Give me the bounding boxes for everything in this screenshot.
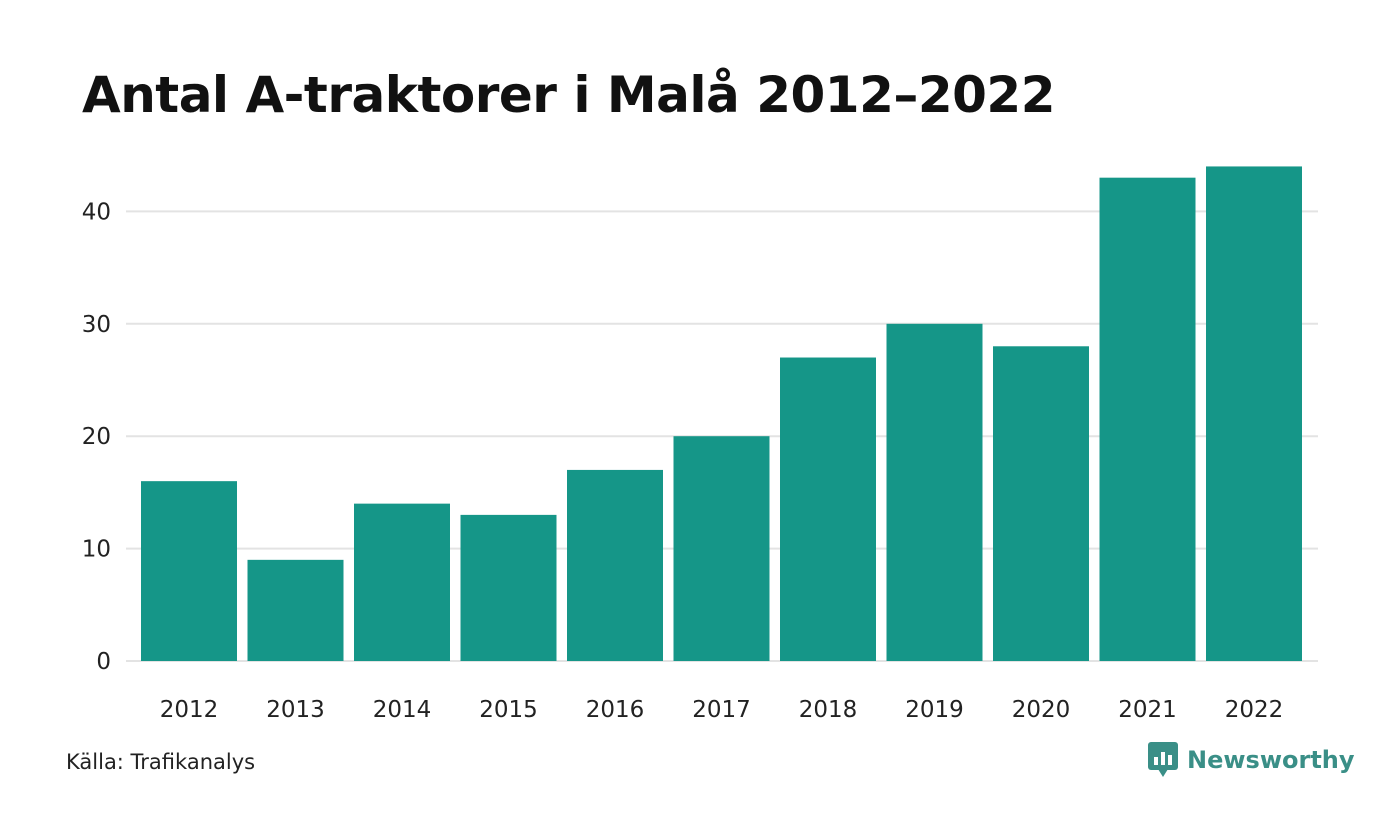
bar-2016 [567,469,663,661]
bar-2021 [1099,177,1196,661]
x-axis-tick-labels: 2012 2013 2014 2015 2016 2017 2018 2019 2020 2021… [160,697,1284,723]
y-axis-tick-labels: 0 10 20 30 40 [82,199,111,675]
y-tick-label: 0 [96,649,111,675]
x-tick-label: 2020 [1012,697,1071,723]
source-note: Källa: Trafikanalys [66,750,256,774]
x-tick-label: 2015 [479,697,538,723]
bar-2013 [247,559,344,661]
bar-2015 [460,514,557,661]
brand-name: Newsworthy [1187,746,1355,774]
bar-2022 [1206,166,1302,661]
y-tick-label: 20 [82,424,111,450]
bars [141,166,1302,661]
bar-2014 [354,503,450,661]
x-tick-label: 2018 [799,697,858,723]
x-tick-label: 2016 [586,697,645,723]
x-tick-label: 2017 [692,697,751,723]
bar-2019 [886,323,983,661]
bar-2017 [673,436,770,661]
bar-2020 [993,346,1089,661]
y-tick-label: 10 [82,537,111,563]
x-tick-label: 2013 [266,697,325,723]
bar-2012 [141,481,237,661]
newsworthy-icon [1148,742,1178,777]
x-tick-label: 2012 [160,697,219,723]
chart-title: Antal A-traktorer i Malå 2012–2022 [82,66,1056,124]
bar-2018 [780,357,876,661]
x-tick-label: 2019 [905,697,964,723]
y-tick-label: 30 [82,312,111,338]
x-tick-label: 2021 [1118,697,1177,723]
x-tick-label: 2014 [373,697,432,723]
y-tick-label: 40 [82,199,111,225]
newsworthy-logo: Newsworthy [1148,742,1355,778]
x-tick-label: 2022 [1225,697,1284,723]
